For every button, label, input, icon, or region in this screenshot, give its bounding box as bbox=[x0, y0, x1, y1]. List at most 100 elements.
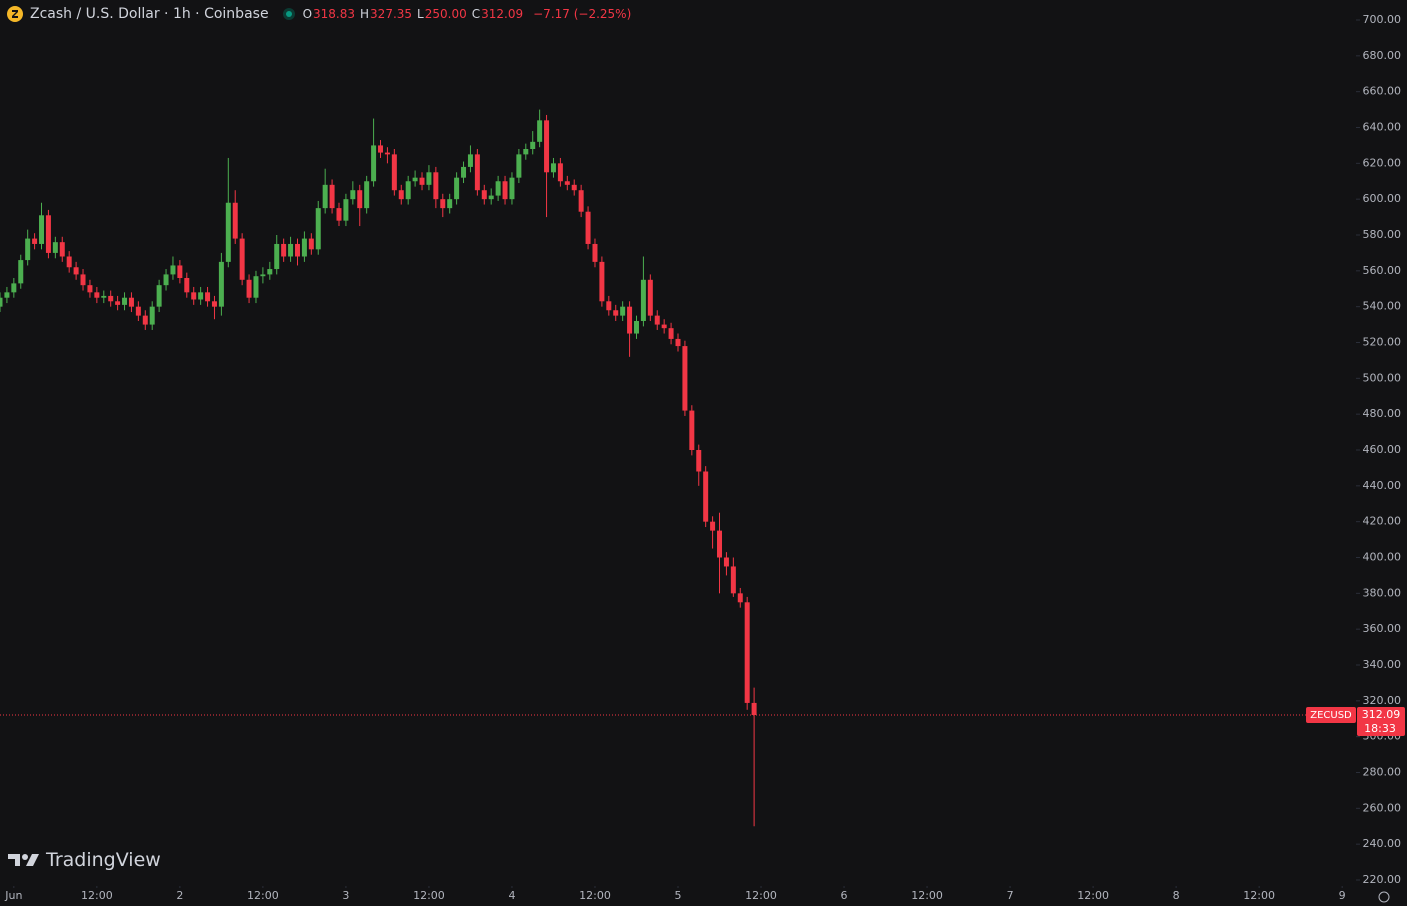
candle-body bbox=[288, 243, 294, 257]
candle-body bbox=[122, 297, 128, 305]
x-tick-label: 12:00 bbox=[911, 889, 943, 902]
y-tick-label: 360.00 bbox=[1363, 622, 1402, 635]
candle-body bbox=[682, 346, 688, 411]
candle-body bbox=[39, 215, 45, 244]
candle-body bbox=[447, 199, 453, 209]
candle-body bbox=[225, 202, 231, 262]
candle-body bbox=[661, 324, 667, 329]
candle-body bbox=[668, 328, 674, 339]
candle-body bbox=[647, 279, 653, 316]
tv-logo bbox=[8, 854, 39, 866]
watermark-text: TradingView bbox=[46, 849, 161, 871]
x-tick-label: 4 bbox=[508, 889, 515, 902]
x-tick-label: 9 bbox=[1339, 889, 1346, 902]
candle-body bbox=[737, 593, 743, 603]
candle-body bbox=[412, 177, 418, 182]
candle-body bbox=[613, 310, 619, 316]
candle-body bbox=[571, 184, 577, 191]
candle-body bbox=[32, 238, 38, 244]
candle-body bbox=[544, 120, 550, 173]
candle-body bbox=[461, 166, 467, 178]
y-tick-label: 320.00 bbox=[1363, 694, 1402, 707]
settings-icon[interactable] bbox=[1378, 891, 1390, 903]
y-tick-label: 500.00 bbox=[1363, 371, 1402, 384]
candle-body bbox=[94, 292, 100, 298]
y-tick-label: 220.00 bbox=[1363, 873, 1402, 886]
candle-body bbox=[329, 184, 335, 209]
ohlc-value: 250.00 bbox=[424, 7, 467, 21]
y-tick-label: 540.00 bbox=[1363, 300, 1402, 313]
candle-body bbox=[45, 215, 51, 253]
candle-body bbox=[232, 202, 238, 239]
candle-body bbox=[689, 410, 695, 450]
y-tick-label: 440.00 bbox=[1363, 479, 1402, 492]
candle-body bbox=[578, 190, 584, 212]
candle-body bbox=[378, 145, 384, 153]
candle-body bbox=[606, 301, 612, 311]
candle-body bbox=[301, 238, 307, 257]
candle-body bbox=[211, 301, 217, 307]
candle-body bbox=[440, 199, 446, 209]
candle-body bbox=[108, 295, 114, 302]
y-tick-label: 280.00 bbox=[1363, 766, 1402, 779]
symbol-box bbox=[1306, 707, 1356, 724]
y-tick-label: 680.00 bbox=[1363, 49, 1402, 62]
candle-body bbox=[509, 177, 515, 200]
candle-body bbox=[4, 292, 10, 298]
y-tick-label: 420.00 bbox=[1363, 515, 1402, 528]
candle-body bbox=[627, 306, 633, 334]
candle-body bbox=[101, 295, 107, 298]
ohlc-key: L bbox=[417, 7, 424, 21]
y-tick-label: 600.00 bbox=[1363, 192, 1402, 205]
candle-body bbox=[654, 315, 660, 325]
ohlc-key: O bbox=[302, 7, 313, 21]
y-tick-label: 340.00 bbox=[1363, 658, 1402, 671]
candle-body bbox=[495, 181, 501, 196]
candle-body bbox=[59, 242, 65, 257]
last-price-label: 312.09 bbox=[1362, 708, 1401, 721]
candle-body bbox=[11, 283, 17, 293]
change: −7.17 (−2.25%) bbox=[533, 7, 632, 21]
candle-body bbox=[398, 190, 404, 200]
candle-body bbox=[267, 269, 273, 275]
candle-body bbox=[191, 292, 197, 300]
candle-body bbox=[696, 450, 702, 472]
candle-body bbox=[18, 260, 24, 284]
candle-body bbox=[135, 306, 141, 316]
ohlc-key: H bbox=[360, 7, 370, 21]
candle-body bbox=[703, 471, 709, 522]
candle-body bbox=[550, 163, 556, 173]
candle-body bbox=[599, 261, 605, 302]
candle-body bbox=[744, 602, 750, 703]
candle-body bbox=[454, 177, 460, 200]
y-tick-label: 240.00 bbox=[1363, 837, 1402, 850]
candle-body bbox=[52, 242, 58, 253]
candle-body bbox=[592, 243, 598, 262]
candle-body bbox=[350, 190, 356, 200]
x-tick-label: 2 bbox=[176, 889, 183, 902]
candle-body bbox=[73, 267, 79, 275]
candle-body bbox=[710, 521, 716, 531]
header: Zcash / U.S. Dollar · 1h · Coinbase O 318… bbox=[6, 5, 635, 23]
candle-body bbox=[516, 154, 522, 178]
candle-body bbox=[357, 190, 363, 209]
candle-body bbox=[523, 149, 529, 155]
countdown: 18:33 bbox=[1364, 722, 1396, 735]
candle-body bbox=[537, 120, 543, 142]
candle-body bbox=[474, 154, 480, 191]
candle-body bbox=[87, 285, 93, 293]
candle-body bbox=[364, 181, 370, 209]
x-tick-label: 12:00 bbox=[247, 889, 279, 902]
y-tick-label: 380.00 bbox=[1363, 586, 1402, 599]
x-tick-label: 8 bbox=[1173, 889, 1180, 902]
title[interactable]: Zcash / U.S. Dollar · 1h · Coinbase bbox=[30, 6, 269, 22]
candle-body bbox=[170, 265, 176, 275]
candle-body bbox=[723, 557, 729, 567]
candle-body bbox=[675, 338, 681, 347]
candle-body bbox=[322, 184, 328, 209]
candle-body bbox=[163, 274, 169, 286]
candle-body bbox=[433, 172, 439, 200]
candle-body bbox=[308, 238, 314, 250]
